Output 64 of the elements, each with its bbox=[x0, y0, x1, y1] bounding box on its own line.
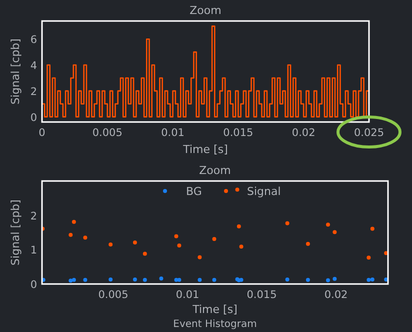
y-axis-title: Signal [cpb] bbox=[9, 200, 22, 266]
point bbox=[236, 224, 241, 228]
x-tick-label: 0.01 bbox=[161, 127, 184, 139]
point bbox=[306, 278, 310, 282]
point bbox=[306, 242, 310, 246]
point bbox=[72, 278, 76, 282]
point bbox=[198, 255, 202, 260]
point bbox=[72, 220, 76, 224]
point bbox=[142, 252, 147, 256]
x-tick-label: 0.015 bbox=[223, 127, 254, 139]
point bbox=[142, 278, 147, 282]
x-axis-title: Time [s] bbox=[182, 143, 228, 156]
point bbox=[198, 278, 202, 282]
point bbox=[132, 278, 137, 282]
x-tick-label: 0.015 bbox=[246, 289, 277, 301]
chart-title: Zoom bbox=[190, 4, 222, 17]
point bbox=[384, 278, 388, 282]
y-tick-label: 2 bbox=[30, 210, 37, 222]
y-tick-label: 0 bbox=[30, 112, 37, 124]
y-tick-label: 4 bbox=[30, 60, 38, 72]
x-tick-label: 0.01 bbox=[176, 289, 200, 301]
point bbox=[108, 278, 113, 282]
point bbox=[332, 276, 337, 281]
point bbox=[212, 237, 216, 242]
point bbox=[177, 244, 182, 248]
chart-title: Zoom bbox=[199, 164, 231, 177]
x-tick-label: 0.02 bbox=[292, 127, 316, 139]
point bbox=[366, 278, 371, 282]
y-axis-title: Signal [cpb] bbox=[9, 38, 22, 104]
point bbox=[366, 256, 371, 260]
x-tick-label: 0 bbox=[38, 127, 46, 139]
point bbox=[83, 278, 88, 282]
x-axis-title: Time [s] bbox=[192, 303, 238, 316]
point bbox=[235, 188, 240, 192]
point bbox=[68, 232, 73, 237]
point bbox=[68, 278, 73, 283]
point bbox=[83, 236, 88, 240]
x-tick-label: 0.025 bbox=[354, 127, 384, 139]
point bbox=[332, 230, 337, 234]
point bbox=[326, 222, 330, 227]
point bbox=[239, 244, 244, 249]
y-tick-label: 1 bbox=[30, 244, 37, 257]
x-tick-label: 0.02 bbox=[324, 289, 348, 301]
x-tick-label: 0.005 bbox=[98, 289, 128, 301]
point bbox=[159, 276, 164, 281]
y-tick-label: 0 bbox=[30, 279, 37, 291]
point bbox=[384, 251, 388, 256]
point bbox=[285, 221, 290, 226]
point bbox=[285, 278, 290, 282]
text: Event Histogram bbox=[173, 319, 257, 330]
x-tick-label: 0.005 bbox=[92, 127, 122, 139]
point bbox=[370, 226, 374, 231]
legend-label: Signal bbox=[247, 185, 281, 198]
point bbox=[174, 234, 178, 238]
point bbox=[370, 278, 374, 282]
point bbox=[326, 278, 330, 282]
point bbox=[177, 278, 182, 282]
point bbox=[212, 278, 216, 282]
y-tick-label: 6 bbox=[30, 34, 38, 46]
point bbox=[239, 278, 244, 282]
point bbox=[108, 242, 113, 247]
legend-label: BG bbox=[186, 185, 202, 198]
y-tick-label: 2 bbox=[30, 86, 37, 98]
point bbox=[132, 240, 137, 244]
